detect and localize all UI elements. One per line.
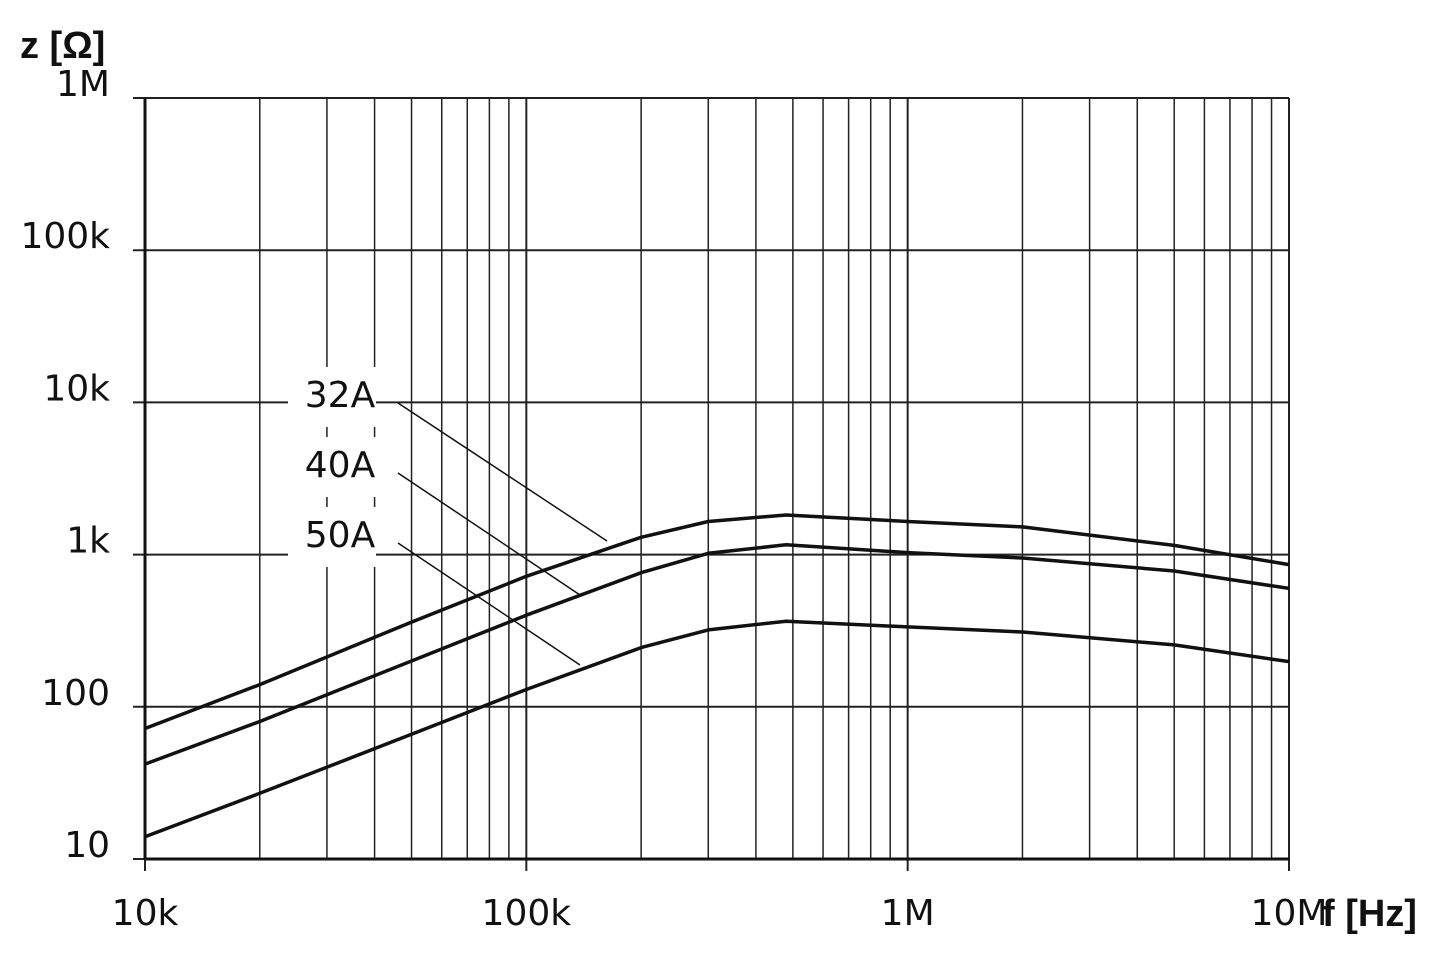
y-tick-label: 10k xyxy=(43,368,110,409)
x-tick-label: 100k xyxy=(482,893,572,934)
y-axis-label: z [Ω] xyxy=(20,25,105,67)
x-axis-label: f [Hz] xyxy=(1322,893,1417,935)
series-line xyxy=(144,543,1290,766)
label-background xyxy=(288,507,376,567)
series-label: 40A xyxy=(305,445,376,486)
leader-line xyxy=(397,542,581,666)
y-tick-label: 10 xyxy=(64,825,110,866)
series-label: 32A xyxy=(305,375,376,416)
y-tick-label: 1M xyxy=(56,64,110,105)
y-tick-label: 100 xyxy=(41,673,110,714)
leader-line xyxy=(397,402,608,542)
leader-line xyxy=(397,472,581,596)
y-tick-label: 100k xyxy=(20,216,110,257)
series-line xyxy=(144,513,1290,731)
x-tick-label: 1M xyxy=(881,893,935,934)
series-line xyxy=(144,619,1290,839)
label-background xyxy=(288,367,376,427)
label-background xyxy=(288,437,376,497)
x-tick-label: 10k xyxy=(112,893,179,934)
y-tick-label: 1k xyxy=(66,521,110,562)
x-tick-label: 10M xyxy=(1251,893,1328,934)
series-label: 50A xyxy=(305,515,376,556)
